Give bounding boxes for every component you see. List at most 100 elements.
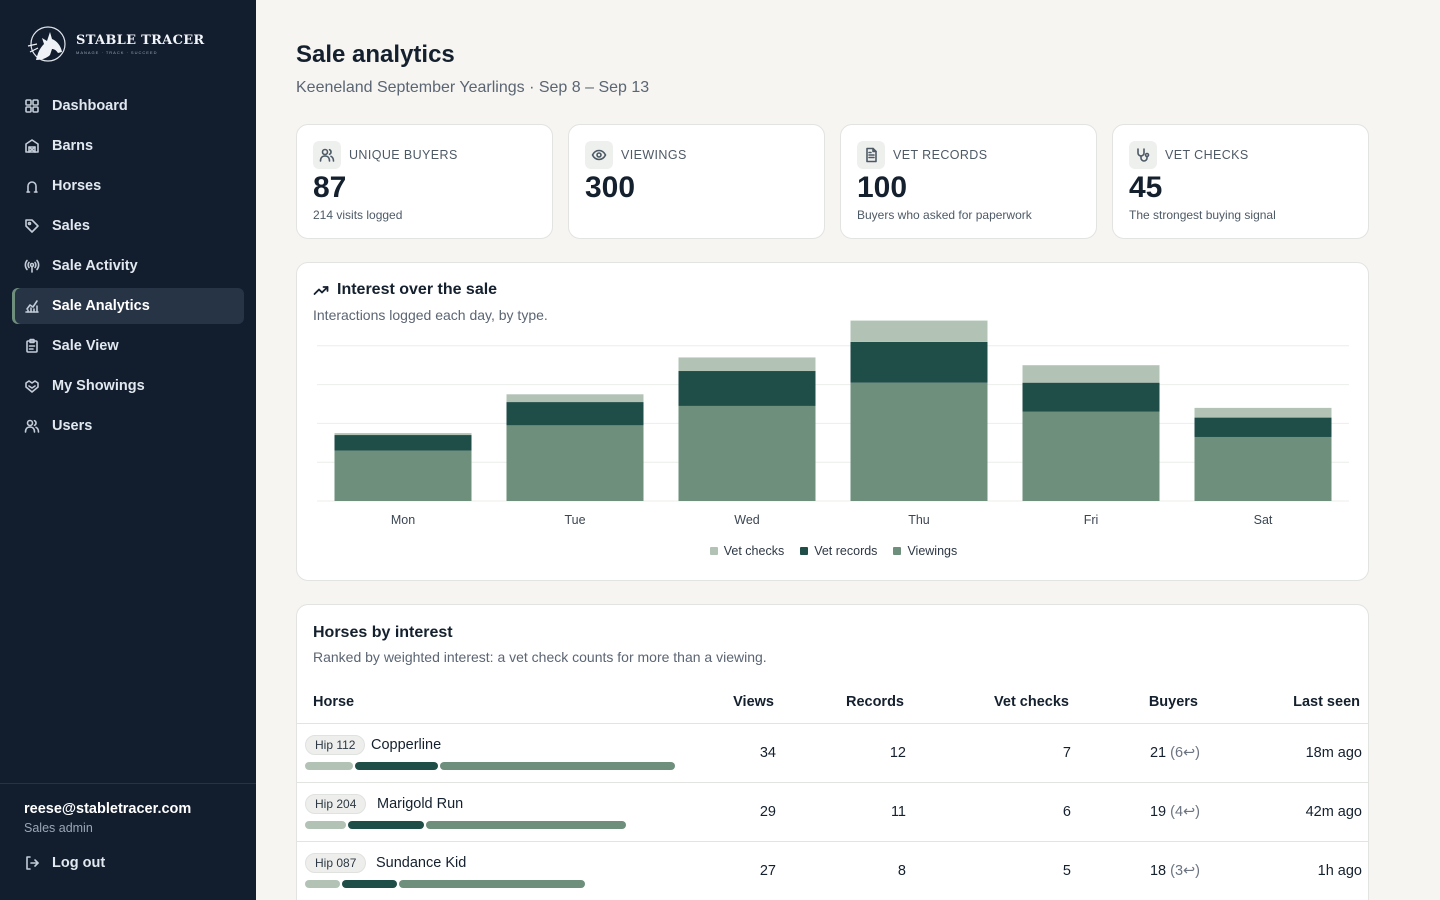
table-row[interactable]: Hip 204 Marigold Run 29 11 6 19 (4↩) 42m… bbox=[297, 783, 1368, 842]
buyers-count: 19 bbox=[1149, 804, 1167, 820]
bar-vet-records-thu[interactable] bbox=[850, 341, 988, 383]
nav-item-sale-analytics[interactable]: Sale Analytics bbox=[12, 288, 244, 324]
last-seen-cell: 18m ago bbox=[1305, 745, 1362, 761]
views-cell: 34 bbox=[759, 745, 776, 761]
x-tick-label: Wed bbox=[734, 513, 760, 527]
legend-label: Vet records bbox=[814, 544, 878, 558]
interest-bar bbox=[305, 821, 626, 829]
bar-vet-checks-mon[interactable] bbox=[334, 433, 472, 436]
column-header-last-seen[interactable]: Last seen bbox=[1293, 694, 1360, 710]
hip-badge: Hip 204 bbox=[305, 794, 367, 814]
column-header-records[interactable]: Records bbox=[845, 694, 904, 710]
chart-title-text: Interest over the sale bbox=[337, 281, 498, 298]
nav-item-sale-activity[interactable]: Sale Activity bbox=[12, 248, 244, 284]
table-row[interactable]: Hip 112 Copperline 34 12 7 21 (6↩) 18m a… bbox=[297, 724, 1368, 783]
nav-label: Sale Activity bbox=[52, 258, 138, 274]
chart-title: Interest over the sale bbox=[313, 281, 497, 299]
trending-up-icon bbox=[313, 286, 329, 295]
vet-checks-cell: 5 bbox=[1062, 863, 1071, 879]
nav-label: Dashboard bbox=[52, 98, 128, 114]
legend-item-viewings: Viewings bbox=[893, 544, 957, 558]
sidebar-divider bbox=[0, 783, 256, 784]
horse-name[interactable]: Copperline bbox=[371, 737, 442, 753]
interest-bar-views bbox=[426, 821, 626, 829]
brand-logo[interactable]: STABLE TRACER MANAGE · TRACK · SUCCEED bbox=[24, 22, 205, 66]
vet-checks-cell: 6 bbox=[1062, 804, 1071, 820]
interest-bar-records bbox=[355, 762, 438, 770]
nav-label: Sale Analytics bbox=[52, 298, 150, 314]
bar-viewings-mon[interactable] bbox=[334, 450, 472, 501]
stat-card-vet-records: Vet records 100 Buyers who asked for pap… bbox=[840, 124, 1097, 239]
stat-label: Vet checks bbox=[1165, 148, 1249, 162]
interest-stacked-bar-chart: Mon Tue Wed Thu Fri Sat bbox=[317, 320, 1349, 527]
bar-viewings-sat[interactable] bbox=[1194, 436, 1332, 501]
legend-label: Viewings bbox=[907, 544, 958, 558]
nav-item-sales[interactable]: Sales bbox=[12, 208, 244, 244]
header-divider bbox=[297, 723, 1368, 724]
bar-vet-checks-thu[interactable] bbox=[850, 320, 988, 342]
returning-buyers: (3↩) bbox=[1170, 863, 1200, 879]
bar-vet-records-wed[interactable] bbox=[678, 371, 816, 406]
nav-item-my-showings[interactable]: My Showings bbox=[12, 368, 244, 404]
page-title: Sale analytics bbox=[296, 41, 455, 68]
stat-card-vet-checks: Vet checks 45 The strongest buying signa… bbox=[1112, 124, 1369, 239]
hip-badge: Hip 087 bbox=[305, 853, 367, 873]
users-icon bbox=[24, 418, 40, 434]
interest-bar-vet-checks bbox=[305, 762, 353, 770]
nav-item-dashboard[interactable]: Dashboard bbox=[12, 88, 244, 124]
buyers-count: 18 bbox=[1149, 863, 1167, 879]
column-header-buyers[interactable]: Buyers bbox=[1148, 694, 1198, 710]
views-cell: 29 bbox=[759, 804, 776, 820]
bar-viewings-tue[interactable] bbox=[506, 425, 644, 501]
horseshoe-icon bbox=[24, 178, 40, 194]
horse-head-logo-icon bbox=[27, 26, 66, 62]
interest-bar-vet-checks bbox=[305, 821, 346, 829]
nav-item-users[interactable]: Users bbox=[12, 408, 244, 444]
bar-viewings-fri[interactable] bbox=[1022, 411, 1160, 501]
analytics-icon bbox=[24, 298, 40, 314]
nav-label: Sales bbox=[52, 218, 90, 234]
last-seen-cell: 42m ago bbox=[1305, 804, 1362, 820]
user-role: Sales admin bbox=[24, 821, 93, 835]
table-title: Horses by interest bbox=[313, 624, 453, 641]
logout-label: Log out bbox=[52, 855, 106, 871]
buyers-count: 21 bbox=[1149, 745, 1167, 761]
bar-viewings-thu[interactable] bbox=[850, 382, 988, 501]
table-row[interactable]: Hip 087 Sundance Kid 27 8 5 18 (3↩) 1h a… bbox=[297, 842, 1368, 900]
nav-item-sale-view[interactable]: Sale View bbox=[12, 328, 244, 364]
bar-vet-checks-fri[interactable] bbox=[1022, 365, 1160, 383]
page-subtitle: Keeneland September Yearlings · Sep 8 – … bbox=[296, 79, 650, 96]
nav-item-barns[interactable]: Barns bbox=[12, 128, 244, 164]
x-tick-label: Tue bbox=[564, 513, 585, 527]
horse-name[interactable]: Sundance Kid bbox=[376, 855, 467, 871]
bar-vet-records-mon[interactable] bbox=[334, 435, 472, 451]
column-header-horse[interactable]: Horse bbox=[313, 694, 355, 710]
legend-item-vet-records: Vet records bbox=[800, 544, 877, 558]
brand-name: STABLE TRACER bbox=[76, 33, 205, 48]
stat-card-viewings: Viewings 300 bbox=[568, 124, 825, 239]
bar-viewings-wed[interactable] bbox=[678, 405, 816, 501]
users-icon bbox=[313, 141, 341, 169]
legend-label: Vet checks bbox=[723, 544, 785, 558]
bar-vet-checks-wed[interactable] bbox=[678, 357, 816, 372]
column-header-views[interactable]: Views bbox=[733, 694, 774, 710]
records-cell: 11 bbox=[890, 804, 906, 820]
bar-vet-records-fri[interactable] bbox=[1022, 382, 1160, 412]
handshake-icon bbox=[24, 378, 40, 394]
interest-bar-views bbox=[440, 762, 675, 770]
nav-item-horses[interactable]: Horses bbox=[12, 168, 244, 204]
bar-vet-checks-tue[interactable] bbox=[506, 394, 644, 403]
eye-icon bbox=[585, 141, 613, 169]
bar-vet-records-tue[interactable] bbox=[506, 402, 644, 426]
records-cell: 12 bbox=[889, 745, 906, 761]
returning-buyers: (6↩) bbox=[1170, 745, 1200, 761]
logout-button[interactable]: Log out bbox=[24, 855, 105, 871]
stat-subtext: 214 visits logged bbox=[313, 208, 403, 222]
stat-label: Vet records bbox=[893, 148, 988, 162]
bar-vet-records-sat[interactable] bbox=[1194, 417, 1332, 437]
nav-label: Users bbox=[52, 418, 93, 434]
bar-vet-checks-sat[interactable] bbox=[1194, 407, 1332, 418]
interest-bar bbox=[305, 880, 585, 888]
column-header-vet-checks[interactable]: Vet checks bbox=[994, 694, 1069, 710]
horse-name[interactable]: Marigold Run bbox=[377, 796, 464, 812]
